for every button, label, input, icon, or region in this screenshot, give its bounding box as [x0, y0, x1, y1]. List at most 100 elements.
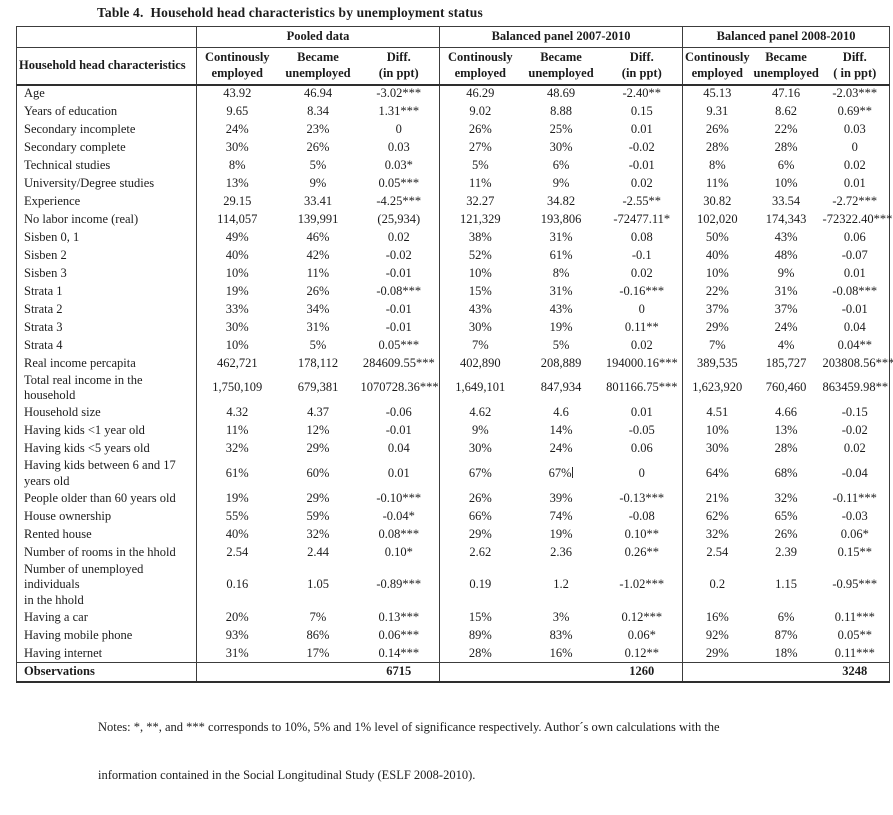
value-cell: 68%	[774, 465, 798, 480]
value-cell: 49%	[196, 228, 278, 247]
value-cell: 16%	[682, 608, 752, 627]
value-cell: 0.01	[630, 405, 653, 420]
spacer-cell	[439, 662, 521, 682]
value-cell: 0.12**	[624, 645, 659, 660]
column-header: Continously employed	[682, 47, 752, 86]
value-cell: 4.6	[553, 405, 569, 420]
value-cell: 0.01	[843, 265, 866, 280]
value-cell: -0.11***	[832, 490, 877, 505]
table-row: Secondary incomplete 24% 23% 0 26% 25% 0.01 26%…	[17, 120, 890, 139]
value-cell: 10%	[774, 175, 798, 190]
value-cell: -0.05	[628, 423, 655, 438]
value-cell: 15%	[439, 608, 521, 627]
table-row: Age 43.92 46.94 -3.02*** 46.29 48.69 -2.40** 45…	[17, 84, 890, 103]
value-cell: 0.03	[843, 121, 866, 136]
observations-label: Observations	[16, 662, 197, 682]
table-row: Real income percapita 462,721 178,112 28460…	[17, 354, 893, 373]
value-cell: 10%	[682, 264, 752, 283]
spacer-cell	[277, 662, 359, 682]
observations-row: Observations 6715 1260 3248	[16, 662, 890, 682]
table-row: Strata 1 19% 26% -0.08*** 15% 31% -0.16*** 22% 3…	[17, 282, 890, 301]
value-cell: 0.11***	[834, 609, 875, 624]
value-cell: 46.29	[439, 84, 521, 103]
row-label: Secondary incomplete	[24, 121, 136, 136]
notes-line-2: information contained in the Social Long…	[98, 767, 476, 782]
value-cell: 0.02	[387, 229, 410, 244]
value-cell: -0.08***	[376, 283, 422, 298]
spacer-cell	[520, 662, 602, 682]
value-cell: 0.12***	[621, 609, 663, 624]
value-cell: 11%	[196, 422, 278, 440]
value-cell: 28%	[439, 644, 521, 663]
row-label: Having internet	[24, 645, 103, 660]
table-row: Sisben 3 10% 11% -0.01 10% 8% 0.02 10% 9% 0.01	[17, 264, 890, 283]
table-row: Number of unemployed individuals in the …	[17, 561, 890, 609]
value-cell: 2.62	[439, 543, 521, 562]
value-cell: 15%	[439, 282, 521, 301]
value-cell: 8.34	[307, 103, 329, 118]
value-cell: 28%	[774, 441, 798, 456]
value-cell: 863459.98**	[822, 380, 889, 395]
value-cell: 462,721	[196, 354, 278, 373]
column-header: Diff. ( in ppt)	[820, 47, 890, 86]
value-cell: 93%	[196, 626, 278, 645]
value-cell: 0.02	[630, 265, 653, 280]
row-label: Number of unemployed individuals in the …	[24, 561, 144, 608]
value-cell: 31%	[774, 283, 798, 298]
table-row: Total real income in the household 1,750,…	[17, 372, 890, 404]
row-label: Years of education	[24, 103, 118, 118]
value-cell: -0.10***	[376, 490, 422, 505]
value-cell: 67%	[439, 458, 521, 490]
value-cell: 0.19	[439, 561, 521, 609]
column-header: Became unemployed	[751, 47, 821, 86]
value-cell: 194000.16***	[605, 355, 678, 370]
value-cell: 32%	[306, 526, 330, 541]
value-cell: 67%	[548, 465, 574, 480]
value-cell: 0.04	[387, 441, 410, 456]
value-cell: 679,381	[297, 380, 339, 395]
value-cell: 7%	[309, 609, 327, 624]
value-cell: 0.14***	[378, 645, 420, 660]
value-cell: -0.02	[385, 247, 412, 262]
value-cell: 9%	[439, 422, 521, 440]
spacer-cell	[682, 662, 752, 682]
value-cell: 2.54	[196, 543, 278, 562]
table-row: Strata 4 10% 5% 0.05*** 7% 5% 0.02 7% 4% 0.04**	[17, 336, 890, 355]
value-cell: -2.72***	[832, 193, 878, 208]
value-cell: 7%	[439, 336, 521, 355]
value-cell: 1,750,109	[196, 372, 278, 404]
value-cell: 17%	[306, 645, 330, 660]
value-cell: 61%	[549, 247, 573, 262]
value-cell: 0.04**	[837, 337, 872, 352]
table-row: Sisben 0, 1 49% 46% 0.02 38% 31% 0.08 50% 43% 0.0…	[17, 228, 890, 247]
value-cell: 0.11***	[834, 645, 875, 660]
row-label: Strata 4	[24, 337, 63, 352]
value-cell: 30%	[682, 440, 752, 458]
table-row: University/Degree studies 13% 9% 0.05*** 11%…	[17, 174, 890, 193]
value-cell: 11%	[439, 174, 521, 193]
value-cell: 74%	[549, 508, 573, 523]
value-cell: 12%	[306, 423, 330, 438]
value-cell: 0.16	[196, 561, 278, 609]
value-cell: 64%	[682, 458, 752, 490]
value-cell: 8%	[196, 156, 278, 175]
column-header: Continously employed	[439, 47, 521, 86]
value-cell: 8%	[552, 265, 570, 280]
value-cell: 86%	[306, 627, 330, 642]
row-label: Number of rooms in the hhold	[24, 544, 176, 559]
row-label: No labor income (real)	[24, 211, 139, 226]
value-cell: -0.13***	[619, 490, 665, 505]
value-cell: -0.01	[628, 157, 655, 172]
value-cell: 847,934	[540, 380, 582, 395]
value-cell: -0.04	[841, 465, 868, 480]
value-cell: 19%	[196, 489, 278, 508]
value-cell: 83%	[549, 627, 573, 642]
value-cell: 29%	[306, 441, 330, 456]
table-row: Experience 29.15 33.41 -4.25*** 32.27 34.82 -2…	[17, 192, 890, 211]
value-cell: 0.06***	[378, 627, 420, 642]
value-cell: 203808.56***	[822, 355, 893, 370]
value-cell: 0.03*	[384, 157, 413, 172]
value-cell: 30%	[196, 138, 278, 157]
table-row: Strata 3 30% 31% -0.01 30% 19% 0.11** 29% 24% 0.0…	[17, 318, 890, 337]
row-label: Having mobile phone	[24, 627, 133, 642]
